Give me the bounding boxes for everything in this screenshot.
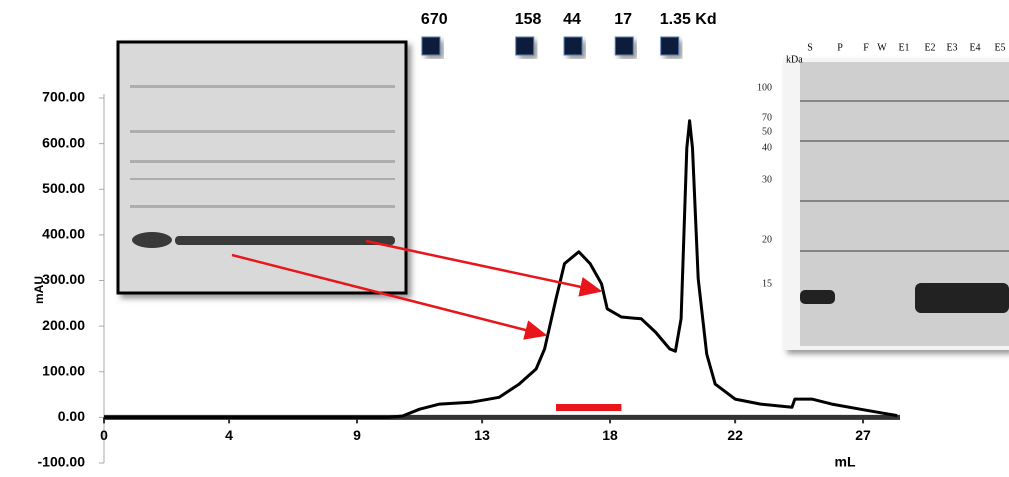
y-tick-label: 200.00 (42, 317, 85, 333)
gel-lane-label: P (837, 42, 843, 53)
x-tick-label: 0 (100, 427, 108, 443)
band (800, 200, 1009, 202)
x-axis-label: mL (835, 454, 856, 470)
gel-ladder-label: 30 (762, 174, 772, 185)
band (800, 140, 1009, 142)
band (130, 160, 395, 163)
y-tick-label: 400.00 (42, 226, 85, 242)
y-tick-label: 600.00 (42, 134, 85, 150)
plot: -100.00 0.00 100.00 200.00 300.00 400.00 500.0… (38, 11, 900, 470)
gel-ladder-label: 15 (762, 278, 772, 289)
gel-lane-label: E1 (898, 42, 909, 53)
gel-image (116, 40, 408, 295)
standard-marker (660, 36, 680, 56)
gel-lane-label: E4 (969, 42, 980, 53)
standard-label: 670 (421, 11, 448, 28)
band (915, 283, 1009, 313)
gel-ladder-label: 40 (762, 142, 772, 153)
gel-ladder-label: 100 (757, 82, 772, 93)
fraction-bar (556, 404, 622, 411)
x-tick-label: 22 (727, 427, 743, 443)
band (130, 130, 395, 133)
gel-unit: kDa (786, 54, 803, 65)
band (800, 250, 1009, 252)
gel-left-bands (130, 85, 395, 208)
y-tick-label: 0.00 (58, 408, 85, 424)
standard-marker (421, 36, 441, 56)
x-tick-label: 9 (353, 427, 361, 443)
y-axis-label: mAU (32, 276, 46, 304)
gel-lane-label: F (863, 42, 869, 53)
trace (104, 119, 898, 419)
gel-labels: kDa S P F W E1 E2 E3 E4 E5 100 70 50 40 30 20 15 (757, 42, 1006, 289)
standard-marker (614, 36, 634, 56)
standard-label: 17 (614, 11, 632, 28)
standard-marker (515, 36, 535, 56)
y-tick-label: 700.00 (42, 89, 85, 105)
band (175, 236, 395, 245)
gel-ladder-label: 70 (762, 112, 772, 123)
gel-left (116, 40, 408, 295)
x-tick-label: 13 (474, 427, 490, 443)
arrow (365, 239, 603, 297)
gel-ladder-label: 20 (762, 234, 772, 245)
standard-label: 1.35 Kd (660, 11, 717, 28)
y-tick-label: 100.00 (42, 362, 85, 378)
standard-marker (563, 36, 583, 56)
gel-right-main (800, 283, 1009, 313)
gel-ladder-label: 50 (762, 126, 772, 137)
x-tick-label: 4 (225, 427, 233, 443)
standard-label: 158 (515, 11, 542, 28)
band (130, 85, 395, 88)
band (130, 178, 395, 180)
standard-label: 44 (563, 11, 581, 28)
band (132, 232, 172, 248)
x-tick-label: 18 (602, 427, 618, 443)
band (800, 100, 1009, 102)
gel-right-bands (800, 100, 1009, 252)
band (800, 290, 835, 304)
y-tick-label: 500.00 (42, 180, 85, 196)
y-tick-label: 300.00 (42, 271, 85, 287)
gel-lane-label: E3 (946, 42, 957, 53)
gel-lane-label: E5 (994, 42, 1005, 53)
arrow (231, 253, 548, 340)
gel-lane-label: W (877, 42, 887, 53)
band (130, 205, 395, 208)
gel-lane-label: S (807, 42, 813, 53)
gel-lane-label: E2 (924, 42, 935, 53)
x-tick-label: 27 (855, 427, 871, 443)
y-tick-label: -100.00 (38, 454, 86, 470)
gel-left-main (132, 232, 395, 248)
